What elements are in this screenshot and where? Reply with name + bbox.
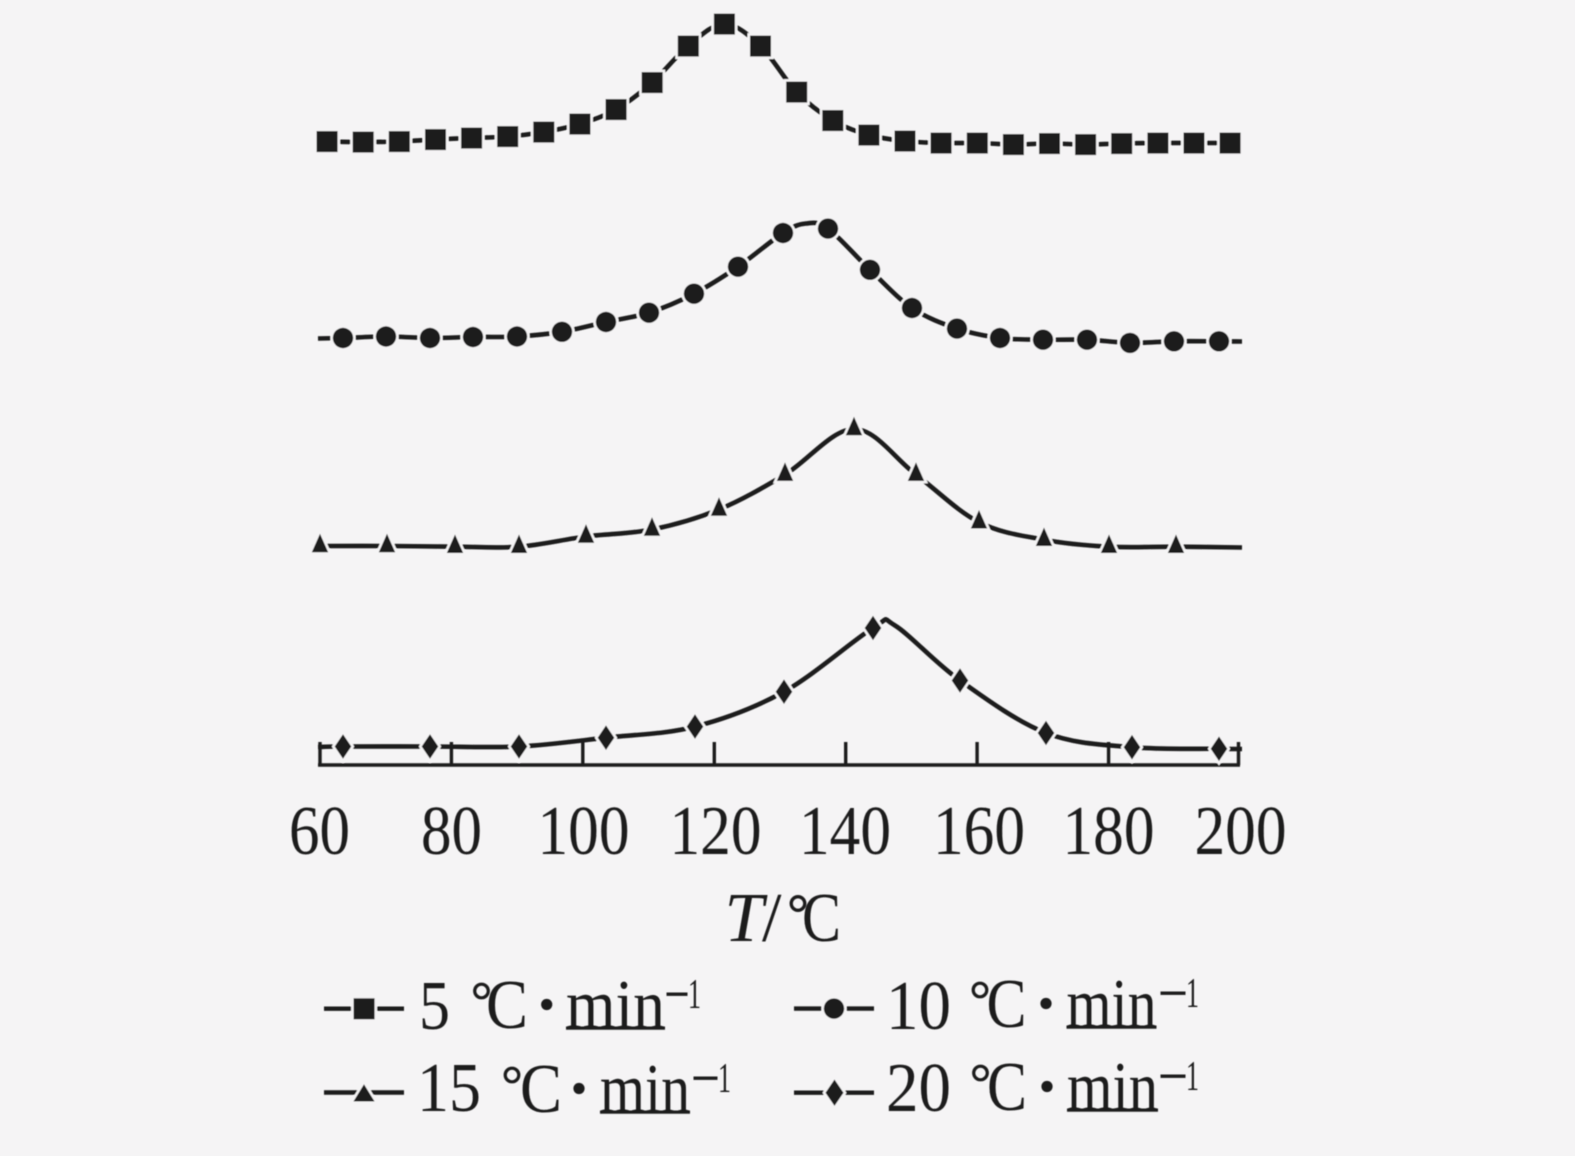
svg-text:/: /	[762, 880, 782, 957]
svg-text:C: C	[987, 1049, 1027, 1126]
svg-text:1: 1	[688, 972, 701, 1018]
svg-text:60: 60	[289, 793, 350, 870]
svg-text:15: 15	[417, 1050, 481, 1127]
svg-text:1: 1	[1186, 1054, 1199, 1100]
svg-text:5: 5	[419, 968, 450, 1045]
svg-text:C: C	[802, 880, 841, 957]
svg-text:min: min	[1067, 1049, 1158, 1126]
svg-text:C: C	[520, 1051, 562, 1128]
svg-text:200: 200	[1195, 793, 1287, 870]
svg-text:min: min	[566, 967, 665, 1044]
svg-text:120: 120	[670, 793, 762, 870]
svg-text:20: 20	[886, 1050, 951, 1127]
svg-text:140: 140	[799, 793, 891, 870]
svg-text:min: min	[600, 1051, 690, 1128]
svg-text:160: 160	[933, 793, 1025, 870]
svg-text:100: 100	[538, 793, 630, 870]
svg-text:80: 80	[421, 793, 482, 870]
svg-text:10: 10	[886, 968, 951, 1045]
svg-text:T: T	[725, 880, 769, 957]
svg-text:1: 1	[718, 1056, 731, 1102]
svg-text:min: min	[1067, 966, 1157, 1043]
svg-text:1: 1	[1186, 971, 1199, 1017]
svg-text:180: 180	[1063, 793, 1155, 870]
svg-text:C: C	[486, 967, 528, 1044]
svg-text:C: C	[987, 966, 1027, 1043]
